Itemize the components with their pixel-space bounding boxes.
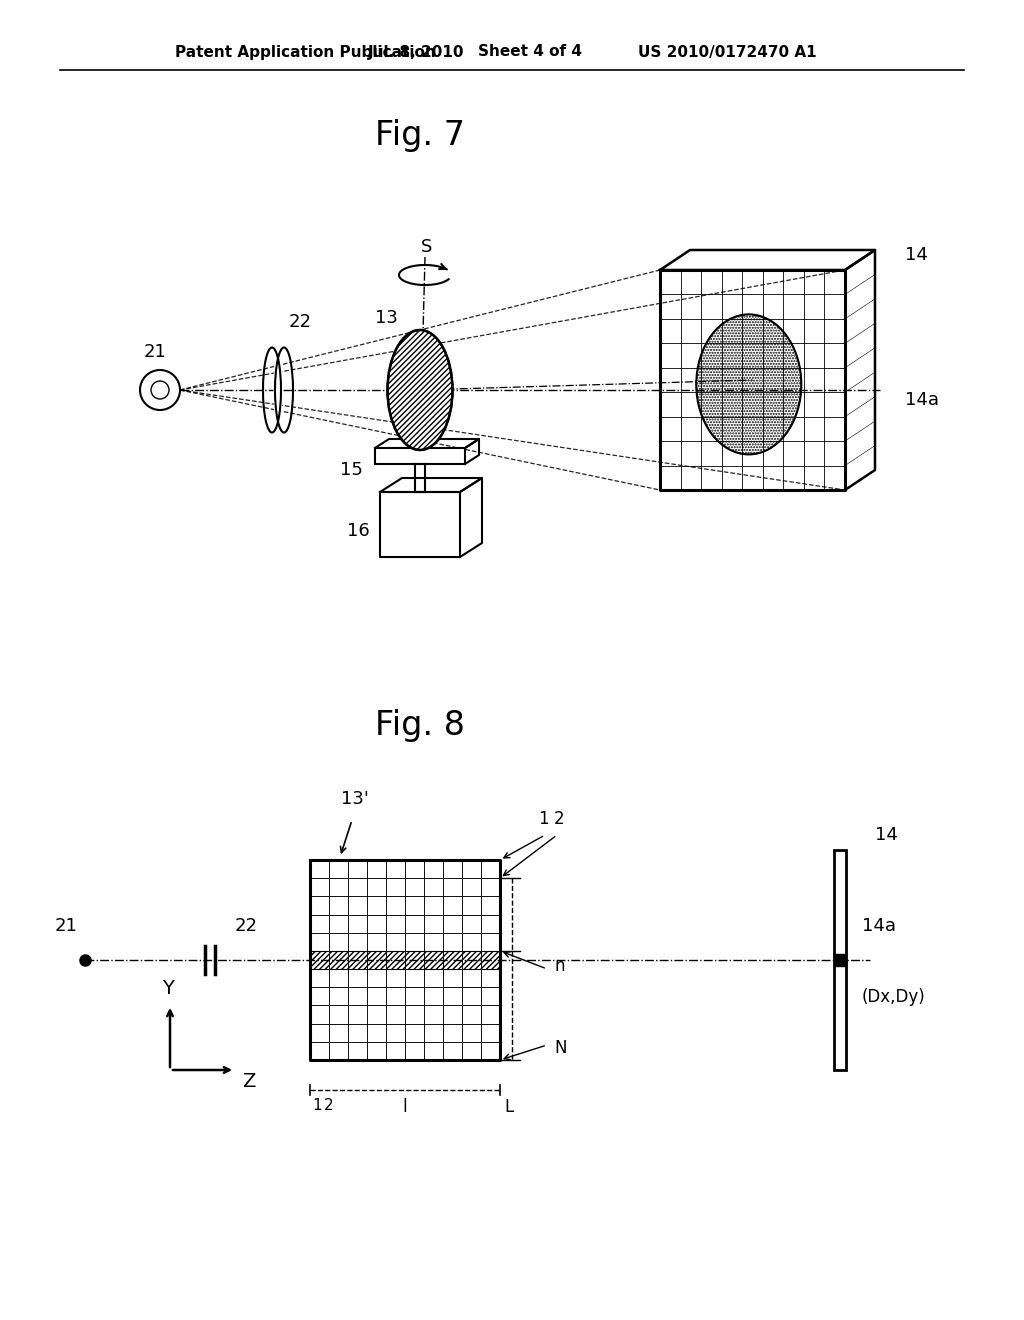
Text: 1: 1 xyxy=(538,810,548,828)
Text: Y: Y xyxy=(162,979,174,998)
Text: 14a: 14a xyxy=(905,391,939,409)
Text: 22: 22 xyxy=(234,917,258,935)
Text: 21: 21 xyxy=(54,917,77,935)
Bar xyxy=(834,954,846,966)
Text: Jul. 8, 2010: Jul. 8, 2010 xyxy=(368,45,465,59)
Text: l: l xyxy=(402,1098,408,1115)
Text: n: n xyxy=(554,957,564,975)
Text: N: N xyxy=(554,1039,566,1057)
Text: Sheet 4 of 4: Sheet 4 of 4 xyxy=(478,45,582,59)
Text: Fig. 8: Fig. 8 xyxy=(375,709,465,742)
Text: 14a: 14a xyxy=(862,917,896,935)
Ellipse shape xyxy=(273,347,283,433)
Text: 1: 1 xyxy=(312,1098,322,1113)
Text: Z: Z xyxy=(242,1072,255,1092)
Bar xyxy=(310,950,500,969)
Text: 13: 13 xyxy=(375,309,398,327)
Bar xyxy=(834,850,846,1071)
Text: 2: 2 xyxy=(324,1098,334,1113)
Text: (Dx,Dy): (Dx,Dy) xyxy=(862,987,926,1006)
Ellipse shape xyxy=(387,330,453,450)
Bar xyxy=(375,447,465,465)
Text: 22: 22 xyxy=(289,313,311,331)
Text: 2: 2 xyxy=(554,810,564,828)
Text: US 2010/0172470 A1: US 2010/0172470 A1 xyxy=(638,45,816,59)
Text: Fig. 7: Fig. 7 xyxy=(375,119,465,152)
Text: Patent Application Publication: Patent Application Publication xyxy=(175,45,436,59)
Text: L: L xyxy=(504,1098,513,1115)
Text: 14: 14 xyxy=(905,246,928,264)
Text: 21: 21 xyxy=(143,343,167,360)
Text: S: S xyxy=(421,238,433,256)
Text: 13': 13' xyxy=(341,789,369,808)
Text: 16: 16 xyxy=(347,521,370,540)
Text: 14: 14 xyxy=(874,826,898,843)
Text: 15: 15 xyxy=(340,461,362,479)
